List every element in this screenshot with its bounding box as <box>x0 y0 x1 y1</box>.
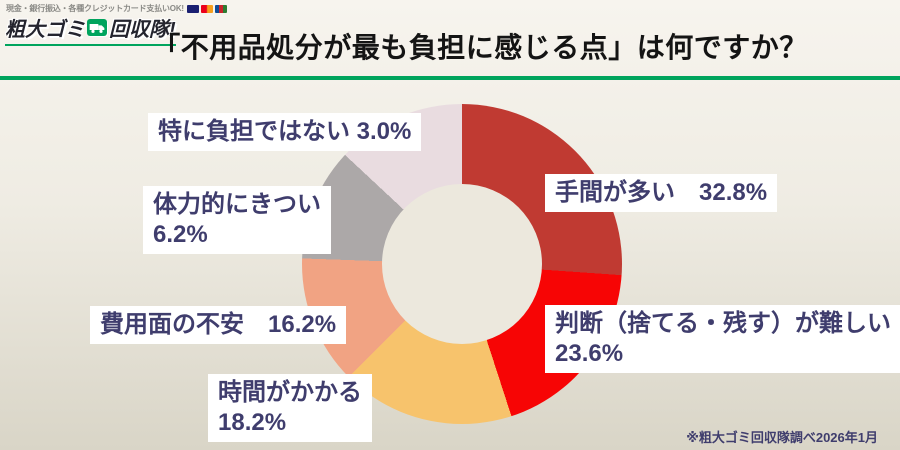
label-value: 23.6% <box>555 340 624 368</box>
label-not-a-burden: 特に負担ではない 3.0% <box>148 113 422 152</box>
label-text: 手間が多い 32.8% <box>555 179 768 206</box>
label-text: 費用面の不安 16.2% <box>100 311 337 338</box>
label-takes-time: 時間がかかる 18.2% <box>208 374 372 443</box>
label-cost-concern: 費用面の不安 16.2% <box>90 306 347 345</box>
page-title: 「不用品処分が最も負担に感じる点」は何ですか？ <box>152 32 808 63</box>
jcb-card-icon <box>214 4 227 13</box>
label-value: 6.2% <box>153 221 208 249</box>
donut-hole <box>382 184 542 344</box>
truck-icon <box>87 19 107 36</box>
visa-card-icon <box>186 4 199 13</box>
label-text: 特に負担ではない 3.0% <box>158 118 412 145</box>
label-hard-to-decide: 判断（捨てる・残す）が難しい 23.6% <box>545 305 900 374</box>
card-brand-icons <box>186 4 227 13</box>
label-much-hassle: 手間が多い 32.8% <box>545 174 778 213</box>
logo-text-left: 粗大ゴミ <box>5 19 85 41</box>
source-note: ※粗大ゴミ回収隊調べ2026年1月 <box>686 430 878 445</box>
label-text: 時間がかかる <box>218 379 362 406</box>
label-text: 判断（捨てる・残す）が難しい <box>555 310 891 337</box>
label-physically-tough: 体力的にきつい 6.2% <box>143 186 331 255</box>
label-text: 体力的にきつい <box>153 191 321 218</box>
tagline-text: 現金・銀行振込・各種クレジットカード支払いOK! <box>6 4 184 13</box>
logo-text-right: 回収隊! <box>109 19 176 41</box>
green-divider <box>0 76 900 80</box>
payment-tagline: 現金・銀行振込・各種クレジットカード支払いOK! <box>6 3 227 14</box>
label-value: 18.2% <box>218 409 287 437</box>
mastercard-icon <box>200 4 213 13</box>
brand-logo: 粗大ゴミ 回収隊! <box>5 13 176 46</box>
